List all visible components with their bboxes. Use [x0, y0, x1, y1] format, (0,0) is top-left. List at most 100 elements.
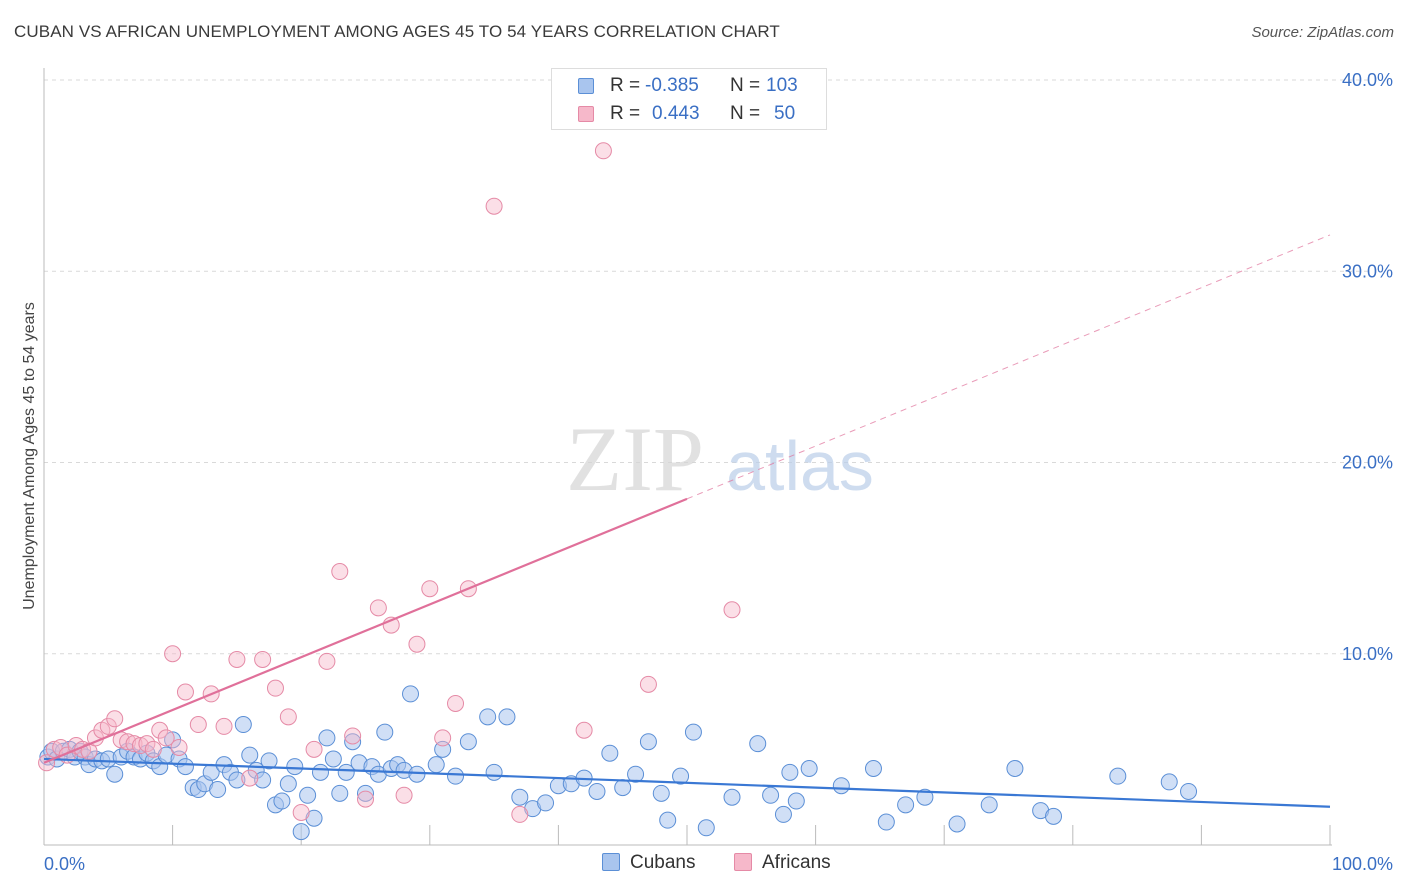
african-point	[369, 599, 387, 617]
cuban-point	[254, 771, 272, 789]
african-point	[164, 645, 182, 663]
cuban-point	[357, 784, 374, 802]
cuban-point	[176, 758, 194, 776]
african-point	[131, 737, 149, 755]
cuban-point	[299, 786, 317, 804]
cuban-point	[832, 777, 850, 795]
cuban-point	[228, 771, 246, 789]
bottom-legend-swatch-cubans	[602, 853, 620, 871]
cuban-point	[311, 763, 329, 781]
cuban-point	[273, 792, 291, 810]
legend-n-value: 103	[766, 75, 798, 96]
bottom-legend-swatch-africans	[734, 853, 752, 871]
cuban-point	[897, 796, 915, 814]
african-point	[176, 683, 194, 701]
legend-row-africans: R = 0.443 N = 50	[552, 100, 826, 128]
african-point	[119, 733, 137, 751]
cuban-point	[324, 750, 342, 768]
cuban-point	[402, 685, 420, 703]
african-point	[434, 729, 452, 747]
cuban-point	[1109, 767, 1127, 785]
legend-n-label: N =	[730, 75, 761, 96]
african-point	[421, 580, 439, 598]
cuban-point	[627, 765, 645, 783]
cuban-point	[344, 733, 362, 751]
african-point	[254, 650, 272, 668]
african-point	[170, 738, 188, 756]
series-africans	[38, 142, 741, 823]
y-tick-label: 10.0%	[1342, 644, 1393, 664]
cuban-point	[800, 760, 818, 777]
cuban-point	[697, 819, 715, 837]
cuban-point	[376, 723, 394, 741]
african-point	[331, 563, 349, 581]
african-point	[106, 710, 124, 728]
cuban-point	[209, 781, 227, 799]
legend-swatch-africans	[578, 106, 594, 122]
cuban-point	[1006, 760, 1024, 777]
african-point	[511, 805, 529, 823]
cuban-point	[241, 746, 259, 764]
x-tick-label-max: 100.0%	[1332, 854, 1393, 874]
cuban-point	[749, 735, 767, 753]
bottom-legend-cubans: Cubans	[602, 852, 696, 874]
legend-r-value: -0.385	[645, 75, 699, 96]
african-trend-line	[43, 497, 688, 764]
african-point	[318, 652, 336, 670]
stats-legend: R = -0.385 N = 103 R = 0.443 N = 50	[551, 68, 827, 130]
cuban-point	[1160, 773, 1178, 791]
cuban-point	[234, 716, 252, 734]
cuban-point	[723, 788, 741, 806]
cuban-point	[260, 752, 278, 770]
cuban-point	[762, 786, 780, 804]
african-point	[357, 790, 374, 808]
watermark-zip: ZIP	[566, 408, 704, 510]
cuban-point	[684, 723, 702, 741]
african-point	[639, 675, 657, 693]
cuban-point	[916, 788, 934, 806]
african-point	[228, 650, 246, 668]
legend-n-value: 50	[774, 103, 796, 124]
cuban-point	[331, 784, 349, 802]
cuban-point	[337, 763, 355, 781]
african-point	[125, 735, 143, 753]
cuban-point	[408, 765, 426, 783]
cuban-point	[774, 805, 792, 823]
cuban-point	[447, 767, 465, 785]
axes	[43, 68, 1332, 846]
african-point	[144, 740, 162, 758]
y-tick-label: 20.0%	[1342, 453, 1393, 473]
cuban-point	[459, 733, 477, 751]
legend-r-value: 0.443	[652, 103, 700, 124]
cuban-point	[639, 733, 657, 751]
cuban-point	[279, 775, 297, 793]
cuban-point	[787, 792, 805, 810]
cuban-point	[1045, 807, 1063, 825]
cuban-point	[980, 796, 998, 814]
african-point	[485, 197, 503, 215]
cuban-point	[1180, 782, 1198, 800]
cuban-point	[498, 708, 516, 726]
grid-lines	[44, 79, 1370, 655]
bottom-legend-label-cubans: Cubans	[630, 852, 696, 873]
african-point	[305, 740, 323, 758]
cuban-trend-line	[43, 757, 1331, 808]
cuban-point	[781, 763, 799, 781]
y-tick-label: 40.0%	[1342, 70, 1393, 90]
tick-labels: 10.0% 20.0% 30.0% 40.0% 0.0% 100.0%	[44, 70, 1393, 874]
african-point	[279, 708, 297, 726]
series-cubans	[39, 685, 1198, 841]
x-tick-label-min: 0.0%	[44, 854, 85, 874]
y-tick-label: 30.0%	[1342, 261, 1393, 281]
cuban-point	[292, 823, 310, 841]
legend-r-label: R =	[610, 103, 641, 124]
african-point	[594, 142, 612, 160]
watermark: ZIP atlas	[566, 408, 874, 510]
cuban-point	[318, 729, 336, 747]
african-point	[344, 727, 362, 745]
legend-r-label: R =	[610, 75, 641, 96]
cuban-point	[479, 708, 497, 726]
african-point	[447, 694, 465, 712]
african-point	[408, 635, 426, 653]
